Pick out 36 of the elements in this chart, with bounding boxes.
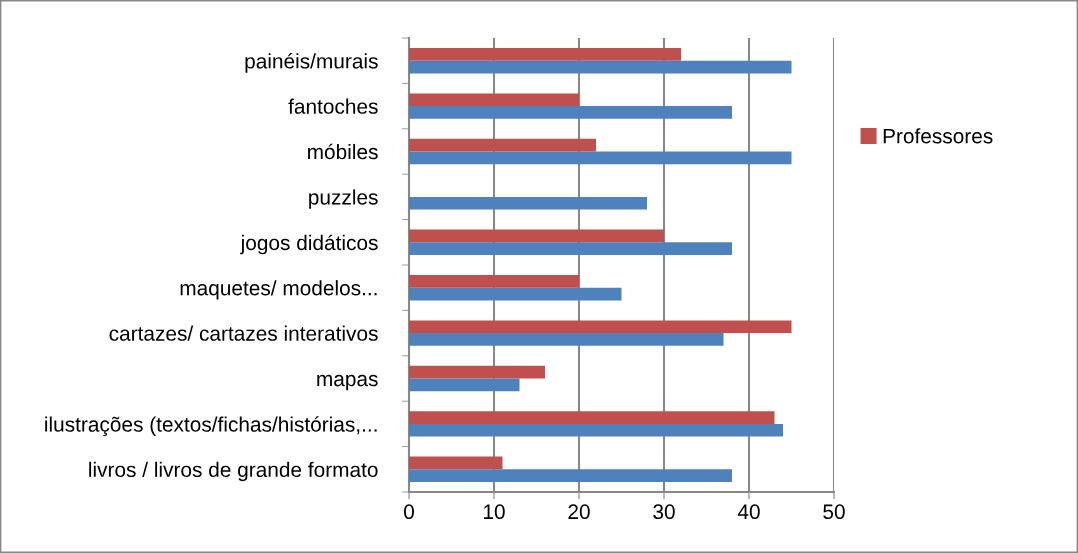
bar [409,93,579,107]
x-tick-label: 30 [653,504,675,520]
bar [409,365,545,379]
bar [409,411,775,424]
bar [409,287,622,301]
y-tick-label: puzzles [309,189,378,209]
bar [409,60,792,74]
bar [409,423,783,437]
x-tick-label: 40 [737,504,760,520]
y-tick-label: mapas [317,374,378,391]
bar [409,469,732,483]
bar [409,138,596,152]
bar [409,151,792,165]
bar [409,229,664,243]
x-tick-label: 0 [404,504,414,520]
bar [409,47,681,61]
bar [409,456,503,470]
bar [409,274,579,288]
bar [409,378,520,392]
bar [409,242,732,256]
bar [409,106,732,119]
y-tick-label: ilustrações (textos/fichas/histórias,... [45,416,377,436]
y-tick-label: jogos didáticos [240,234,378,255]
bar [409,196,647,210]
bar [409,333,724,346]
y-tick-label: móbiles [308,143,378,160]
x-tick-label: 50 [823,504,845,520]
legend-label: Professores [883,128,993,144]
y-tick-label: painéis/murais [245,53,378,73]
y-tick-label: fantoches [288,98,378,114]
bar [409,320,792,334]
x-tick-label: 20 [568,504,590,520]
y-tick-label: livros / livros de grande formato [89,461,378,482]
y-tick-label: maquetes/ modelos... [180,280,377,300]
y-tick-label: cartazes/ cartazes interativos [109,325,378,341]
x-tick-label: 10 [484,504,505,520]
